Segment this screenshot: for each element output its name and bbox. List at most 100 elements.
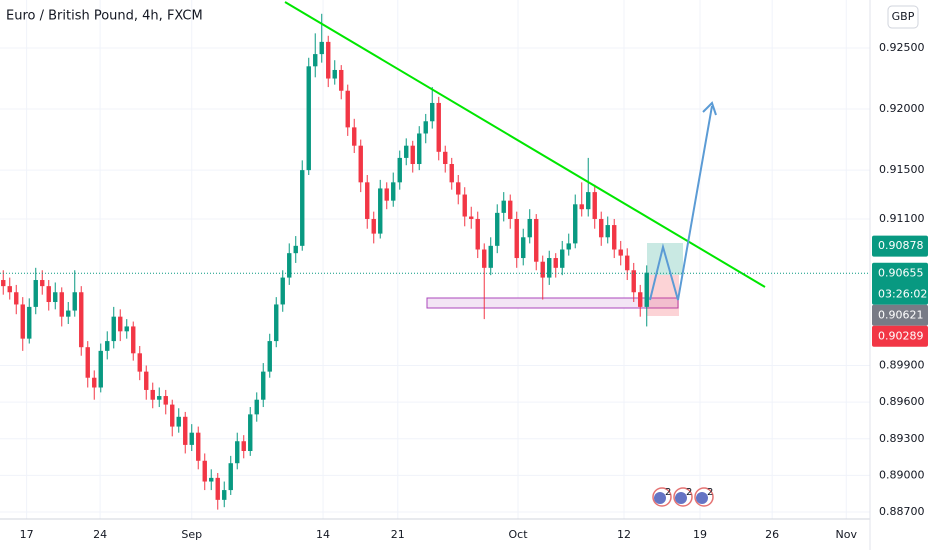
- candle-body: [482, 249, 487, 268]
- candle-body: [7, 286, 12, 293]
- candles: [1, 13, 649, 510]
- x-tick-label: Oct: [509, 528, 529, 541]
- target-zone: [647, 243, 683, 275]
- candle-body: [345, 90, 350, 128]
- event-badge-icon: [675, 492, 687, 504]
- candle-body: [157, 396, 162, 400]
- candle-body: [267, 341, 272, 372]
- candle-body: [521, 237, 526, 259]
- currency-label[interactable]: GBP: [892, 10, 915, 23]
- event-badges: 2 2 2: [652, 487, 714, 507]
- price-tag-label: 0.90655: [878, 266, 924, 279]
- candle-body: [547, 258, 552, 278]
- x-tick-label: 12: [617, 528, 631, 541]
- y-tick-label: 0.91100: [879, 212, 925, 225]
- candle-body: [163, 396, 168, 405]
- candle-body: [33, 280, 38, 307]
- candle-body: [579, 204, 584, 210]
- x-tick-label: Sep: [181, 528, 202, 541]
- candle-body: [514, 218, 519, 259]
- candle-body: [631, 270, 636, 293]
- candle-body: [72, 292, 77, 311]
- candle-body: [59, 292, 64, 317]
- candle-body: [592, 192, 597, 219]
- candle-body: [111, 316, 116, 342]
- candle-body: [183, 416, 188, 445]
- candle-body: [599, 218, 604, 238]
- candle-body: [534, 218, 539, 262]
- event-badge-icon: [654, 492, 666, 504]
- candle-body: [436, 102, 441, 152]
- candle-body: [605, 225, 610, 238]
- candle-body: [202, 460, 207, 482]
- support-zone: [426, 297, 679, 309]
- trend-line: [284, 1, 766, 288]
- candle-body: [105, 341, 110, 351]
- candle-body: [170, 404, 175, 427]
- candle-body: [397, 157, 402, 183]
- candle-body: [566, 243, 571, 250]
- candle-body: [495, 212, 500, 246]
- candle-body: [176, 416, 181, 427]
- candle-body: [241, 441, 246, 452]
- candle-body: [410, 145, 415, 165]
- candle-body: [27, 306, 32, 339]
- candle-body: [332, 69, 337, 79]
- candle-body: [540, 261, 545, 278]
- event-badge-count: 2: [707, 487, 713, 498]
- candle-body: [261, 371, 266, 400]
- candle-body: [527, 218, 532, 238]
- candle-body: [625, 255, 630, 271]
- projection-path: [649, 105, 713, 301]
- candle-body: [508, 200, 513, 219]
- candle-body: [456, 182, 461, 195]
- grid: [0, 0, 870, 519]
- candle-body: [358, 145, 363, 183]
- candle-body: [443, 151, 448, 165]
- x-tick-label: 19: [693, 528, 707, 541]
- candle-body: [339, 69, 344, 91]
- candle-body: [92, 377, 97, 388]
- price-tag: [872, 235, 928, 257]
- candle-body: [488, 245, 493, 268]
- candle-body: [423, 121, 428, 134]
- candle-body: [98, 350, 103, 388]
- y-tick-label: 0.89900: [879, 359, 925, 372]
- candle-body: [287, 253, 292, 278]
- candle-body: [79, 292, 84, 348]
- price-tag: [872, 304, 928, 326]
- candle-body: [306, 66, 311, 171]
- currency-button[interactable]: [887, 5, 919, 29]
- y-tick-label: 0.88700: [879, 505, 925, 518]
- candle-body: [449, 164, 454, 183]
- candle-body: [222, 490, 227, 500]
- candle-body: [1, 280, 6, 287]
- price-tag-label: 0.90878: [878, 239, 924, 252]
- countdown-label: 03:26:02: [878, 287, 927, 300]
- candle-body: [384, 188, 389, 201]
- candle-body: [644, 272, 649, 307]
- candle-body: [209, 477, 214, 482]
- candle-body: [14, 292, 19, 305]
- candle-body: [40, 280, 45, 287]
- y-tick-label: 0.89600: [879, 395, 925, 408]
- y-tick-label: 0.89300: [879, 432, 925, 445]
- candle-body: [475, 218, 480, 250]
- x-tick-label: Nov: [836, 528, 858, 541]
- candle-body: [150, 389, 155, 400]
- price-tag-label: 0.90289: [878, 329, 924, 342]
- y-tick-label: 0.89000: [879, 468, 925, 481]
- candle-body: [404, 145, 409, 158]
- candle-body: [274, 304, 279, 342]
- candle-body: [248, 414, 253, 452]
- candle-body: [196, 432, 201, 461]
- chart-title: Euro / British Pound, 4h, FXCM: [6, 9, 203, 24]
- candle-body: [235, 441, 240, 464]
- candle-body: [371, 218, 376, 234]
- candle-body: [85, 347, 90, 378]
- candle-body: [131, 326, 136, 354]
- candle-body: [430, 102, 435, 122]
- x-tick-label: 14: [316, 528, 330, 541]
- candle-body: [46, 286, 51, 303]
